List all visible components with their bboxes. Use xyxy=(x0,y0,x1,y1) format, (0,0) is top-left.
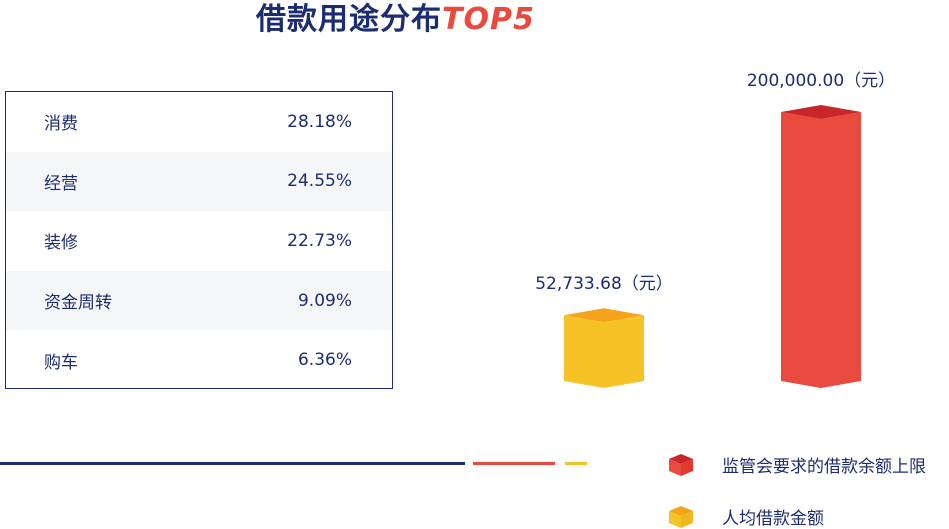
purpose-name: 购车 xyxy=(44,352,78,373)
divider-yellow xyxy=(565,462,587,465)
purpose-pct: 24.55% xyxy=(287,171,352,192)
bar xyxy=(781,105,861,388)
purpose-name: 装修 xyxy=(44,233,78,254)
title-accent: TOP5 xyxy=(442,2,535,37)
bar-top xyxy=(564,308,644,323)
bar xyxy=(564,308,644,388)
divider-red xyxy=(473,462,555,465)
table-row: 消费 28.18% xyxy=(6,92,392,152)
divider-navy xyxy=(0,462,465,465)
purpose-pct: 28.18% xyxy=(287,111,352,132)
table-row: 资金周转 9.09% xyxy=(6,270,392,331)
legend-item-limit: 监管会要求的借款余额上限 xyxy=(668,452,926,477)
legend-label: 人均借款金额 xyxy=(722,509,824,529)
purpose-pct: 9.09% xyxy=(297,290,352,311)
table-row: 经营 24.55% xyxy=(6,151,392,212)
bar-body xyxy=(564,315,644,388)
purpose-table: 消费 28.18% 经营 24.55% 装修 22.73% 资金周转 9.09%… xyxy=(5,91,393,389)
chart-title: 借款用途分布TOP5 xyxy=(256,2,535,38)
yellow-cube-icon xyxy=(669,505,693,528)
legend-item-average: 人均借款金额 xyxy=(668,504,824,529)
purpose-pct: 6.36% xyxy=(297,350,352,371)
title-main: 借款用途分布 xyxy=(256,2,442,37)
table-row: 购车 6.36% xyxy=(6,330,392,390)
purpose-name: 资金周转 xyxy=(44,293,112,314)
purpose-name: 消费 xyxy=(44,114,78,135)
bar-value-label: 52,733.68（元） xyxy=(535,274,673,294)
purpose-name: 经营 xyxy=(44,173,78,194)
bar-body xyxy=(781,112,861,388)
legend-label: 监管会要求的借款余额上限 xyxy=(722,457,926,477)
purpose-pct: 22.73% xyxy=(287,230,352,251)
red-cube-icon xyxy=(669,453,693,476)
table-row: 装修 22.73% xyxy=(6,211,392,271)
bar-value-label: 200,000.00（元） xyxy=(747,71,895,91)
bar-top xyxy=(781,105,861,119)
